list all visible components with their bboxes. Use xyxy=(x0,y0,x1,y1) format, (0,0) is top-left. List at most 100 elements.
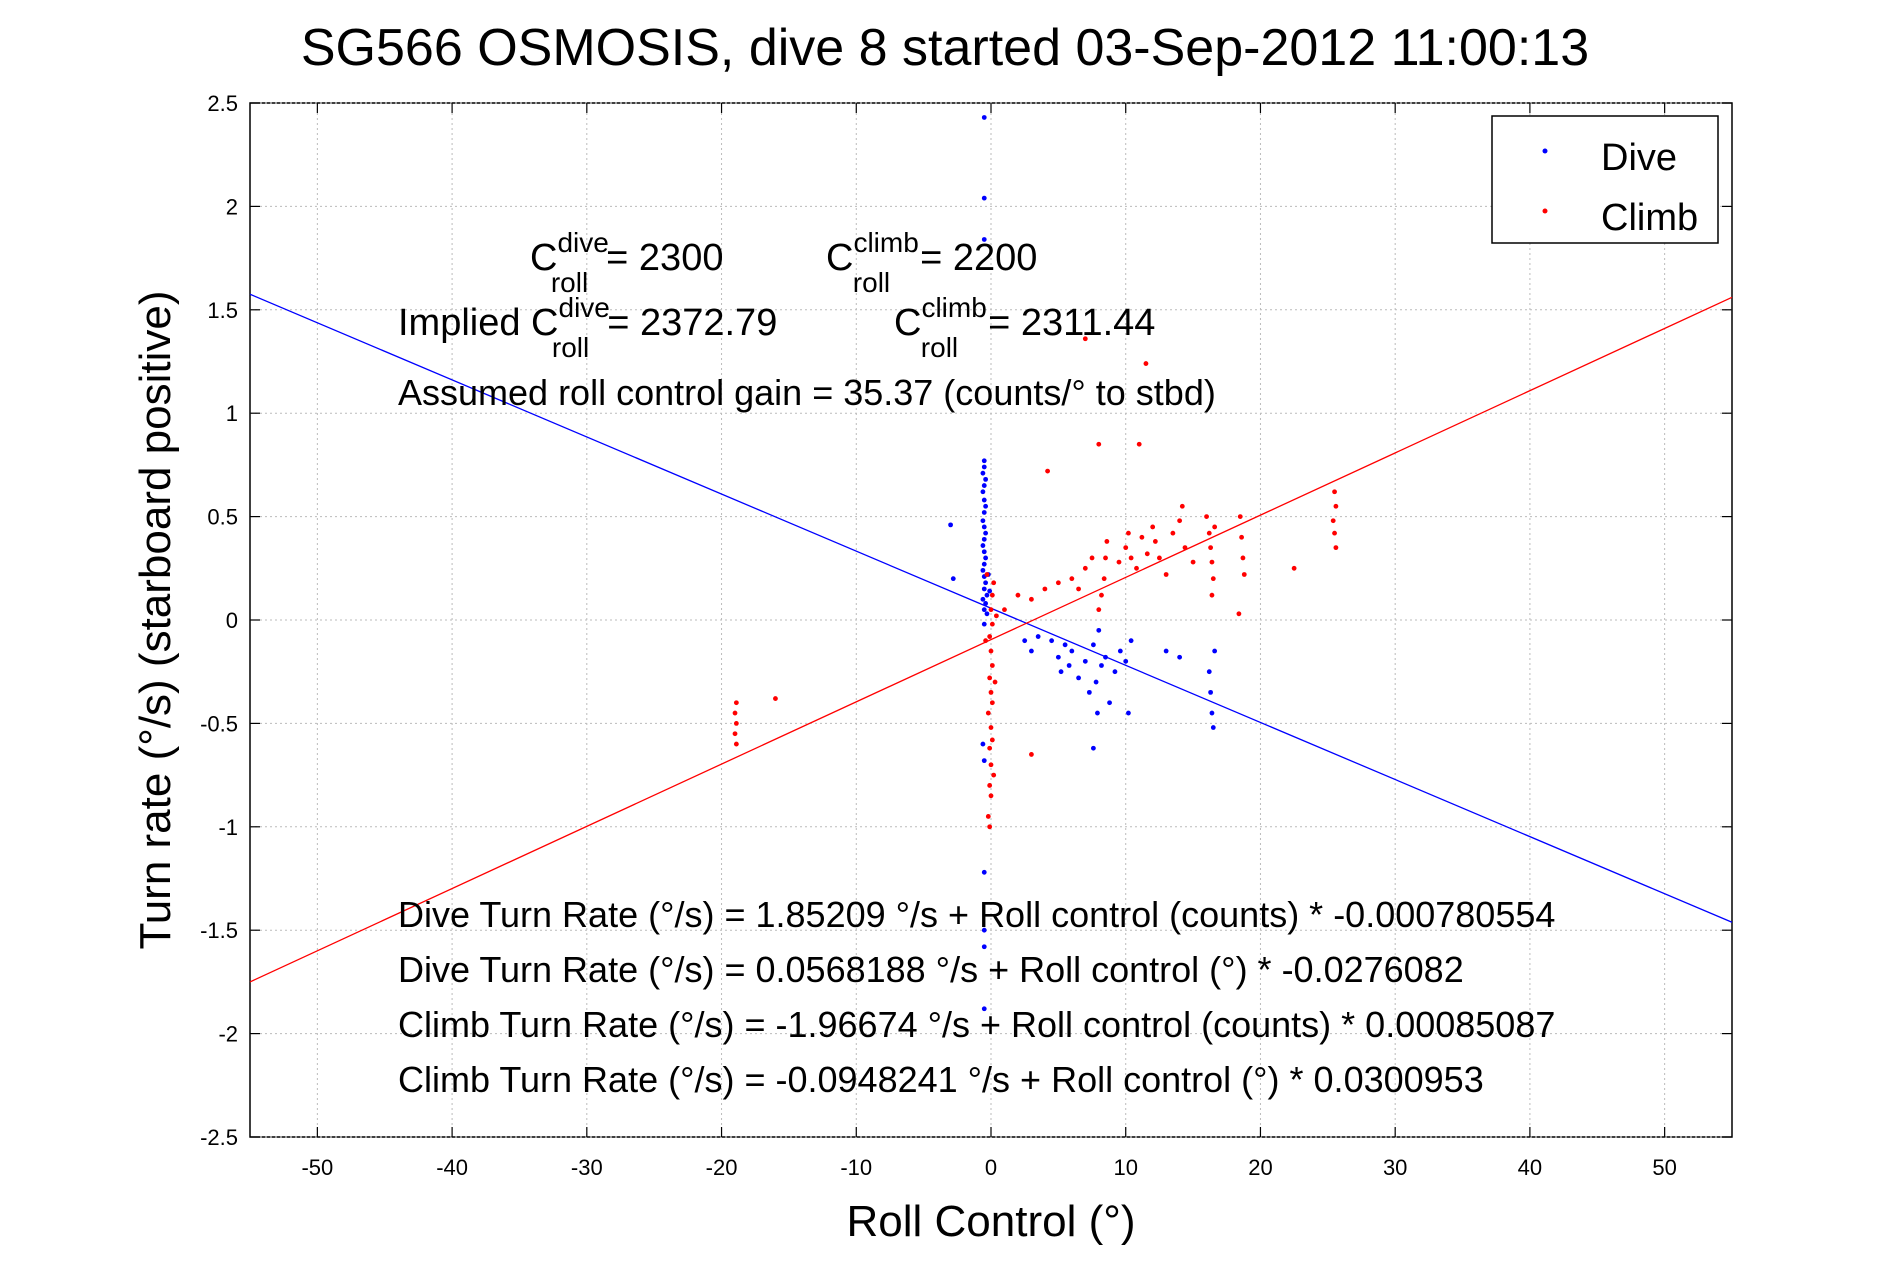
climb-point xyxy=(1239,534,1244,540)
climb-point xyxy=(988,607,994,613)
climb-point xyxy=(984,572,990,577)
climb-point xyxy=(1152,539,1158,544)
fit-equation-3: Climb Turn Rate (°/s) = -1.96674 °/s + R… xyxy=(398,1004,1555,1045)
fit-equation-2: Dive Turn Rate (°/s) = 0.0568188 °/s + R… xyxy=(398,949,1464,990)
climb-point xyxy=(1190,559,1196,565)
dive-point xyxy=(981,115,987,120)
x-tick-label: 20 xyxy=(1248,1155,1272,1180)
climb-point xyxy=(1209,592,1215,598)
climb-point xyxy=(985,814,991,819)
x-tick-label: -10 xyxy=(840,1155,872,1180)
chart-title: SG566 OSMOSIS, dive 8 started 03-Sep-201… xyxy=(301,19,1589,77)
climb-point xyxy=(1144,551,1150,557)
climb-point xyxy=(733,741,739,747)
climb-point xyxy=(733,700,739,706)
dive-point xyxy=(984,611,990,617)
climb-point xyxy=(988,689,994,695)
climb-point xyxy=(987,783,993,788)
climb-point xyxy=(989,663,995,668)
climb-point xyxy=(1096,441,1102,447)
dive-point xyxy=(981,497,987,503)
climb-point xyxy=(1082,336,1088,342)
dive-point xyxy=(1209,710,1215,716)
climb-point xyxy=(1179,503,1185,509)
climb-point xyxy=(1208,545,1214,551)
dive-point xyxy=(1210,725,1216,730)
y-tick-label: 1 xyxy=(226,401,238,426)
dive-point xyxy=(1029,648,1034,654)
y-tick-label: 2.5 xyxy=(207,91,238,116)
dive-point xyxy=(981,586,987,592)
fit-equation-1: Dive Turn Rate (°/s) = 1.85209 °/s + Rol… xyxy=(398,894,1555,935)
climb-point xyxy=(987,745,993,751)
climb-point xyxy=(1206,530,1212,536)
climb-point xyxy=(1029,752,1034,757)
climb-point xyxy=(1096,607,1102,613)
climb-point xyxy=(1212,524,1218,530)
x-axis-label: Roll Control (°) xyxy=(847,1197,1136,1246)
climb-point xyxy=(987,634,993,639)
fit-equation-4: Climb Turn Rate (°/s) = -0.0948241 °/s +… xyxy=(398,1059,1484,1100)
dive-point xyxy=(980,567,986,573)
climb-point xyxy=(732,731,738,737)
climb-point xyxy=(985,710,991,716)
dive-point xyxy=(981,483,987,488)
dive-point xyxy=(981,237,987,242)
climb-point xyxy=(991,580,997,586)
climb-point xyxy=(1104,539,1110,544)
climb-point xyxy=(1237,514,1243,519)
annotations: Cdive roll= 2300 Cclimb roll= 2200 Implied… xyxy=(398,227,1555,1100)
dive-point xyxy=(983,580,989,586)
climb-point xyxy=(1076,586,1081,592)
climb-point xyxy=(1204,514,1209,519)
dive-point xyxy=(1090,745,1096,751)
climb-point xyxy=(993,613,999,619)
climb-point xyxy=(732,710,738,716)
y-tick-label: 2 xyxy=(226,194,238,219)
dive-point xyxy=(981,758,987,764)
x-tick-label: -30 xyxy=(571,1155,603,1180)
climb-point xyxy=(1291,565,1297,571)
dive-point xyxy=(980,596,986,602)
climb-point xyxy=(1123,545,1129,551)
dive-point xyxy=(1103,654,1108,660)
dive-point xyxy=(981,536,987,542)
dive-point xyxy=(981,607,987,613)
dive-point xyxy=(983,503,989,509)
climb-point xyxy=(992,679,998,685)
y-tick-label: -1.5 xyxy=(200,918,238,943)
climb-point xyxy=(1042,586,1048,592)
y-tick-label: -0.5 xyxy=(200,711,238,736)
x-axis: -50 -40 -30 -20 -10 0 10 20 30 40 50 xyxy=(301,103,1677,1180)
climb-point xyxy=(1103,555,1108,561)
x-tick-label: 40 xyxy=(1518,1155,1542,1180)
climb-point xyxy=(1136,441,1142,447)
dive-point xyxy=(950,576,956,582)
dive-point xyxy=(1126,710,1131,716)
data-points xyxy=(732,115,1339,1012)
climb-point xyxy=(1240,555,1246,561)
climb-point xyxy=(733,721,739,726)
climb-point xyxy=(1069,576,1075,582)
c-roll-dive: Cdive roll= 2300 xyxy=(530,227,723,298)
dive-point xyxy=(1099,663,1104,668)
climb-point xyxy=(773,696,778,701)
x-tick-label: 30 xyxy=(1383,1155,1407,1180)
climb-point xyxy=(1099,592,1104,598)
climb-point xyxy=(987,824,993,830)
climb-point xyxy=(991,772,997,778)
climb-point xyxy=(1015,592,1021,598)
dive-point xyxy=(948,522,953,528)
climb-point xyxy=(1082,565,1088,571)
dive-point xyxy=(980,489,986,495)
legend: Dive Climb xyxy=(1491,115,1719,244)
dive-point xyxy=(981,510,987,515)
climb-point xyxy=(1330,518,1336,524)
climb-point xyxy=(988,648,994,654)
dive-point xyxy=(1086,689,1092,695)
dive-point xyxy=(981,869,987,875)
dive-point xyxy=(1069,648,1075,654)
dive-point xyxy=(983,601,989,606)
legend-climb-marker xyxy=(1542,208,1548,214)
